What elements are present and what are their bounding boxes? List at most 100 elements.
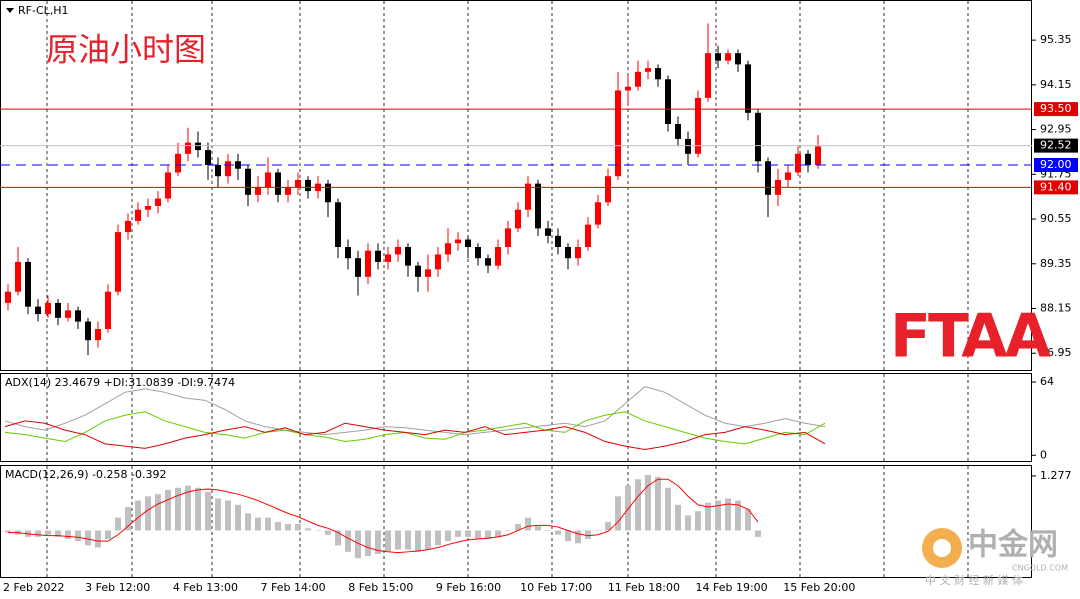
x-tick-label: 11 Feb 18:00 (608, 581, 680, 594)
macd-bar (605, 521, 611, 531)
ftaa-logo: FTAA (890, 302, 1052, 372)
indicator-line (4, 411, 826, 445)
level-label-box (1034, 180, 1078, 195)
candle-body (525, 183, 531, 210)
candle-body (165, 172, 171, 199)
y-tick-label: 92.95 (1040, 123, 1072, 136)
macd-bar (595, 530, 601, 531)
macd-bar (75, 530, 81, 542)
candle-body (365, 250, 371, 277)
y-tick-label: 86.95 (1040, 346, 1072, 359)
x-tick-label: 2 Feb 2022 (3, 581, 64, 594)
macd-bar (685, 515, 691, 531)
level-label-box (1034, 102, 1078, 117)
candle-body (455, 239, 461, 244)
candle-body (605, 176, 611, 203)
macd-bar (735, 500, 741, 531)
candle-body (185, 142, 191, 154)
candle-body (495, 247, 501, 266)
level-label: 91.40 (1040, 180, 1072, 193)
macd-bar (505, 530, 511, 531)
candle-body (435, 254, 441, 270)
candle-body (345, 247, 351, 259)
macd-bar (265, 517, 271, 531)
candle-body (275, 172, 281, 195)
candle-body (475, 247, 481, 259)
macd-bar (445, 530, 451, 542)
macd-bar (105, 530, 111, 540)
macd-bar (425, 530, 431, 550)
macd-bar (155, 494, 161, 531)
candle-body (245, 168, 251, 195)
macd-bar (255, 517, 261, 531)
macd-bar (485, 530, 491, 540)
cngold-url: CNGOLD.COM (1012, 564, 1068, 573)
macd-bar (405, 530, 411, 550)
macd-bar (585, 530, 591, 540)
candle-body (725, 53, 731, 61)
candle-body (195, 142, 201, 151)
candle-body (95, 329, 101, 341)
y-tick-label: 88.15 (1040, 302, 1072, 315)
macd-bar (225, 500, 231, 531)
macd-bar (645, 474, 651, 531)
macd-bar (235, 504, 241, 531)
macd-bar (455, 530, 461, 537)
candle-body (25, 261, 31, 307)
logo-icon-inner (933, 539, 951, 557)
grid (46, 1, 969, 577)
candle-body (295, 179, 301, 188)
macd-bar (125, 506, 131, 531)
x-tick-label: 9 Feb 16:00 (436, 581, 501, 594)
macd-bar (375, 530, 381, 554)
y-tick-label: 1.277 (1040, 469, 1072, 482)
macd-bar (495, 530, 501, 537)
candle-body (65, 310, 71, 318)
candle-body (485, 258, 491, 266)
macd-bar (95, 530, 101, 548)
candle-body (815, 146, 821, 165)
candle-body (205, 150, 211, 165)
macd-bar (665, 487, 671, 531)
candle-body (75, 310, 81, 322)
candle-body (545, 228, 551, 236)
macd-bar (545, 530, 551, 531)
candle-body (305, 179, 311, 192)
macd-bar (725, 498, 731, 531)
macd-bar (635, 479, 641, 531)
candle-body (535, 183, 541, 229)
candle-body (425, 269, 431, 277)
candle-body (795, 153, 801, 173)
candle-body (415, 265, 421, 277)
candle-body (635, 71, 641, 87)
candle-body (235, 161, 241, 169)
cngold-name: 中金网 (968, 528, 1058, 563)
x-tick-label: 15 Feb 20:00 (783, 581, 855, 594)
candle-body (715, 53, 721, 61)
candle-body (115, 232, 121, 292)
macd-bar (345, 530, 351, 552)
indicator-line (4, 386, 826, 436)
candle-body (625, 86, 631, 91)
cngold-logo: 中金网 CNGOLD.COM 中 文 财 经 新 媒 体 (922, 528, 1068, 587)
macd-bar (315, 530, 321, 531)
x-tick-label: 7 Feb 14:00 (261, 581, 326, 594)
macd-bar (35, 530, 41, 537)
candle-body (15, 261, 21, 292)
macd-bar (165, 489, 171, 531)
candle-body (565, 247, 571, 259)
candle-body (85, 321, 91, 341)
candle-body (105, 291, 111, 329)
candle-body (515, 209, 521, 229)
symbol-title: RF-CL,H1 (18, 4, 69, 17)
adx-panel (0, 373, 1032, 462)
candle-body (465, 239, 471, 247)
macd-bar (185, 485, 191, 531)
macd-bar (525, 517, 531, 531)
macd-bar (415, 530, 421, 552)
macd-bar (745, 509, 751, 531)
macd-bar (385, 530, 391, 552)
candle-body (325, 183, 331, 203)
level-label-box (1034, 138, 1078, 153)
